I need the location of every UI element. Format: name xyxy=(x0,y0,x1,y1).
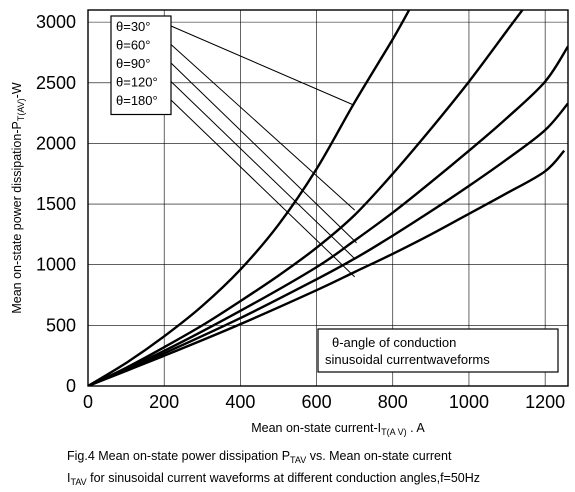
x-axis-label: Mean on-state current-IT(A V) . A xyxy=(251,421,425,437)
legend-entry: θ=30° xyxy=(116,19,150,34)
legend-entry: θ=60° xyxy=(116,38,150,53)
annotation-text: θ-angle of conduction xyxy=(332,335,456,350)
x-tick-label: 1000 xyxy=(449,392,489,412)
y-tick-label: 500 xyxy=(46,315,76,335)
annotation-text: sinusoidal currentwaveforms xyxy=(325,352,490,367)
caption-subscript: TAV xyxy=(290,455,307,465)
y-tick-label: 0 xyxy=(66,376,76,396)
legend-leader-line xyxy=(170,25,353,106)
x-tick-label: 1200 xyxy=(525,392,565,412)
series-line-120deg xyxy=(88,102,568,386)
plot-frame xyxy=(87,9,569,387)
legend-leader-line xyxy=(170,62,357,244)
legend-entry: θ=180° xyxy=(116,93,158,108)
chart: 0 200 400 600 800 1000 1200 0 500 1000 1500 2000 250… xyxy=(10,9,569,437)
legend-leader-line xyxy=(170,99,356,278)
legend-leader-line xyxy=(170,44,356,211)
y-tick-label: 3000 xyxy=(36,12,76,32)
x-tick-label: 0 xyxy=(83,392,93,412)
y-tick-label: 2000 xyxy=(36,133,76,153)
caption-text: Fig.4 Mean on-state power dissipation P xyxy=(67,449,291,463)
y-axis-label: Mean on-state power dissipation-PT(AV)-W xyxy=(10,82,26,313)
series-line-180deg xyxy=(88,149,566,386)
x-tick-label: 600 xyxy=(302,392,332,412)
legend-box xyxy=(110,15,172,116)
caption-subscript: TAV xyxy=(70,477,87,487)
x-tick-label: 200 xyxy=(149,392,179,412)
series-line-90deg xyxy=(88,45,568,386)
y-tick-label: 1500 xyxy=(36,194,76,214)
legend-leader-line xyxy=(170,81,356,260)
series-line-30deg xyxy=(88,10,411,386)
y-tick-label: 2500 xyxy=(36,73,76,93)
legend-entry: θ=90° xyxy=(116,56,150,71)
x-tick-label: 800 xyxy=(378,392,408,412)
legend-entry: θ=120° xyxy=(116,75,158,90)
figure-caption-line-1: Fig.4 Mean on-state power dissipation PT… xyxy=(67,449,451,465)
caption-text: for sinusoidal current waveforms at diff… xyxy=(86,471,481,485)
caption-text: vs. Mean on-state current xyxy=(306,449,452,463)
x-tick-label: 400 xyxy=(225,392,255,412)
annotation-box xyxy=(317,328,559,373)
caption-text: I xyxy=(67,471,71,485)
y-tick-label: 1000 xyxy=(36,255,76,275)
figure-caption-line-2: ITAV for sinusoidal current waveforms at… xyxy=(67,471,480,487)
series-line-60deg xyxy=(88,10,524,386)
